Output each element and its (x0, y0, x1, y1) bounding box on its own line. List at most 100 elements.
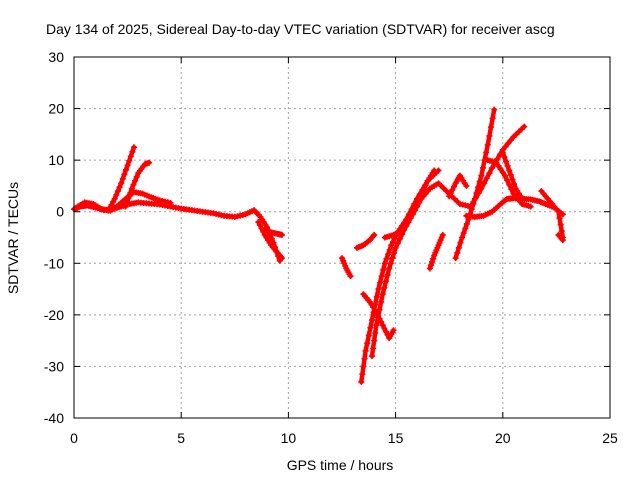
data-point-marker (501, 172, 508, 179)
data-point-marker (122, 166, 129, 173)
data-point-marker (376, 306, 383, 313)
data-point-marker (386, 265, 393, 272)
data-point-marker (122, 203, 129, 210)
data-point-marker (116, 184, 123, 191)
data-point-marker (370, 345, 377, 352)
data-points (71, 106, 566, 385)
data-point-marker (384, 271, 391, 278)
x-tick-label: 10 (281, 430, 297, 446)
data-point-marker (127, 190, 134, 197)
data-point-marker (124, 162, 131, 169)
data-point-marker (127, 153, 134, 160)
data-point-marker (373, 322, 380, 329)
data-point-marker (369, 353, 376, 360)
data-point-marker (495, 162, 502, 169)
data-point-marker (125, 194, 132, 201)
data-point-marker (427, 262, 434, 269)
data-point-marker (426, 265, 433, 272)
data-point-marker (371, 231, 378, 238)
chart-title: Day 134 of 2025, Sidereal Day-to-day VTE… (46, 21, 555, 37)
series-arc-13 (426, 231, 446, 272)
data-point-marker (488, 124, 495, 131)
data-point-marker (556, 215, 563, 222)
data-point-marker (462, 225, 469, 232)
data-point-marker (416, 195, 423, 202)
data-point-marker (491, 106, 498, 113)
data-point-marker (381, 260, 388, 267)
data-point-marker (405, 217, 412, 224)
y-tick-label: 10 (48, 152, 64, 168)
data-point-marker (489, 164, 496, 171)
data-point-marker (381, 284, 388, 291)
series-arc-2 (73, 189, 174, 214)
data-point-marker (392, 244, 399, 251)
data-point-marker (401, 223, 408, 230)
data-point-marker (359, 371, 366, 378)
data-point-marker (411, 204, 418, 211)
data-point-marker (379, 291, 386, 298)
data-point-marker (278, 231, 285, 238)
data-point-marker (493, 159, 500, 166)
data-point-marker (381, 325, 388, 332)
data-point-marker (278, 255, 285, 262)
data-point-marker (360, 363, 367, 370)
data-point-marker (121, 171, 128, 178)
series-arc-12 (381, 167, 438, 241)
data-point-marker (128, 185, 135, 192)
data-point-marker (504, 177, 511, 184)
data-point-marker (118, 180, 125, 187)
series-arc-20 (555, 231, 566, 244)
tick-labels: 0 5 10 15 20 25 -40 -30 -20 -10 0 10 20 30 (44, 49, 618, 446)
y-tick-label: -30 (44, 358, 64, 374)
series-arc-7 (339, 255, 354, 280)
data-point-marker (503, 158, 510, 165)
data-point-marker (375, 286, 382, 293)
data-point-marker (396, 235, 403, 242)
data-point-marker (502, 143, 509, 150)
data-point-marker (420, 186, 427, 193)
data-point-marker (371, 337, 378, 344)
series-arc-5 (255, 219, 285, 262)
y-tick-label: -40 (44, 410, 64, 426)
series-arc-8 (354, 231, 378, 251)
data-point-marker (463, 182, 470, 189)
data-point-marker (378, 298, 385, 305)
data-point-marker (378, 273, 385, 280)
x-tick-label: 25 (602, 430, 618, 446)
data-point-marker (557, 221, 564, 228)
data-point-marker (430, 255, 437, 262)
x-tick-label: 0 (70, 430, 78, 446)
data-point-marker (367, 324, 374, 331)
data-point-marker (126, 157, 133, 164)
data-point-marker (119, 175, 126, 182)
data-point-marker (489, 115, 496, 122)
data-point-marker (497, 166, 504, 173)
data-point-marker (468, 206, 475, 213)
data-point-marker (418, 191, 425, 198)
data-point-marker (407, 213, 414, 220)
data-point-marker (374, 314, 381, 321)
data-point-marker (499, 169, 506, 176)
series-arc-17 (484, 157, 534, 210)
grid (74, 57, 610, 418)
y-tick-label: 0 (56, 204, 64, 220)
data-point-marker (361, 355, 368, 362)
data-point-marker (460, 229, 467, 236)
data-point-marker (256, 222, 263, 229)
plot-frame (73, 56, 611, 419)
data-point-marker (389, 239, 396, 246)
data-point-marker (507, 171, 514, 178)
data-point-marker (403, 220, 410, 227)
data-point-marker (454, 249, 461, 256)
data-point-marker (129, 148, 136, 155)
data-point-marker (347, 273, 354, 280)
data-point-marker (473, 190, 480, 197)
data-point-marker (452, 255, 459, 262)
data-point-marker (383, 255, 390, 262)
data-point-marker (372, 329, 379, 336)
x-tick-label: 5 (177, 430, 185, 446)
data-point-marker (478, 172, 485, 179)
data-point-marker (559, 237, 566, 244)
data-point-marker (511, 180, 518, 187)
data-point-marker (486, 132, 493, 139)
